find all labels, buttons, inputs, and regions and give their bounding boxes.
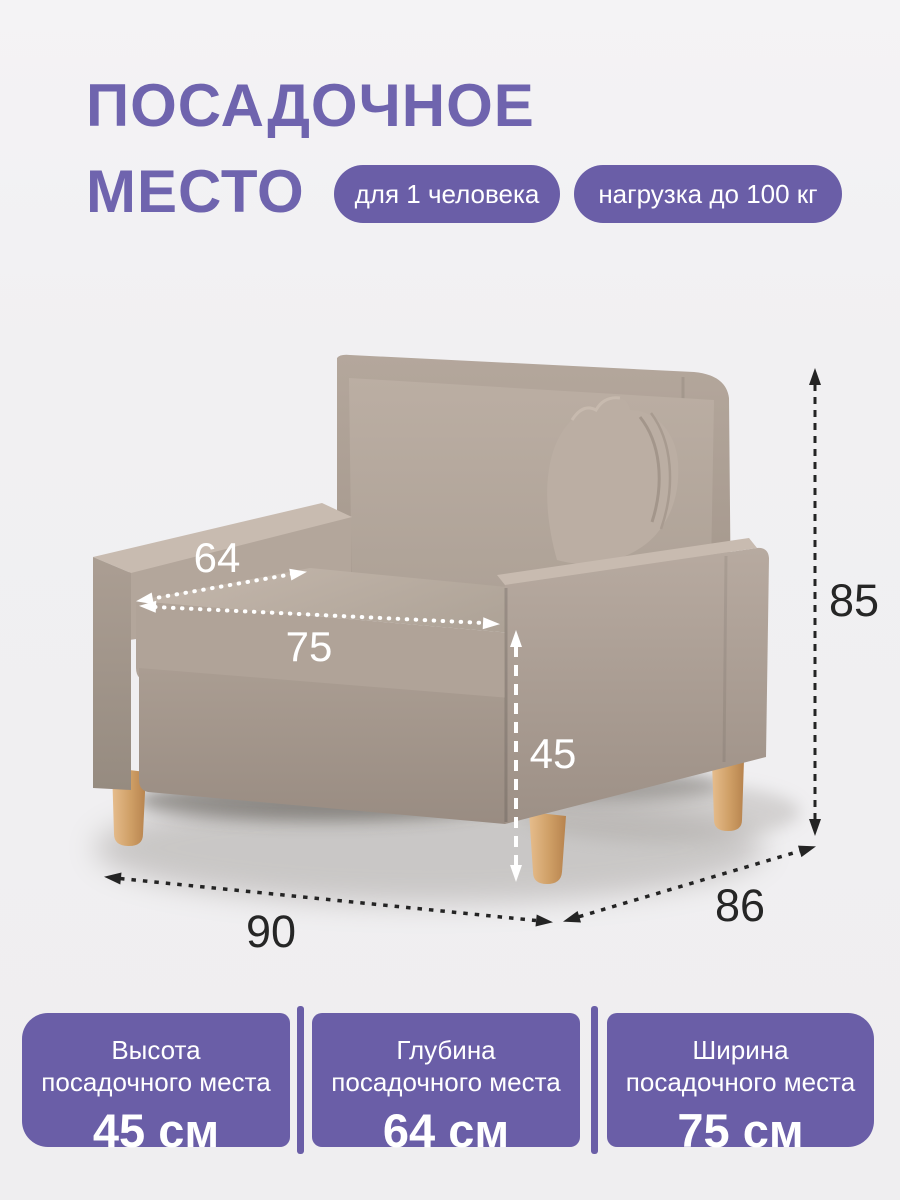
- dim-line-overall-width: [119, 876, 537, 923]
- dim-overall-height: 85: [809, 368, 879, 836]
- dim-overall-width: 90: [104, 872, 553, 957]
- badge-max-load: нагрузка до 100 кг: [574, 165, 842, 223]
- dim-overall-depth: 86: [563, 845, 816, 931]
- chair-leg-back-right: [712, 760, 744, 831]
- dim-label-overall-height: 85: [829, 575, 879, 626]
- spec-card-label: посадочного места: [625, 1067, 856, 1097]
- spec-card-seat-depth: Глубина посадочного места 64 см: [312, 1013, 580, 1157]
- badge-max-load-label: нагрузка до 100 кг: [598, 178, 818, 209]
- dim-label-seat-width: 75: [286, 623, 333, 670]
- spec-card-label: посадочного места: [331, 1067, 561, 1097]
- seat-base: [139, 668, 511, 824]
- dim-label-overall-width: 90: [246, 906, 296, 957]
- spec-card-seat-height: Высота посадочного места 45 см: [22, 1013, 290, 1157]
- chair-legs: [112, 760, 744, 884]
- dim-line-overall-depth: [578, 849, 801, 919]
- card-divider: [297, 1006, 304, 1154]
- badge-capacity: для 1 человека: [334, 165, 560, 223]
- page-title-line2: МЕСТО: [86, 158, 305, 225]
- spec-card-label: Глубина: [396, 1035, 496, 1065]
- spec-card-label: Ширина: [692, 1035, 789, 1065]
- pillow: [547, 396, 679, 564]
- dim-seat-depth: 64: [136, 534, 307, 605]
- spec-card-value: 75 см: [677, 1104, 804, 1157]
- spec-card-value: 45 см: [92, 1104, 220, 1157]
- spec-card-label: Высота: [111, 1035, 201, 1065]
- chair-leg-front-right: [529, 812, 566, 884]
- spec-card-label: посадочного места: [41, 1067, 271, 1097]
- badge-capacity-label: для 1 человека: [354, 178, 540, 209]
- page-title-line1: ПОСАДОЧНОЕ: [86, 72, 535, 139]
- dim-label-overall-depth: 86: [715, 880, 765, 931]
- card-divider: [591, 1006, 598, 1154]
- spec-card-seat-width: Ширина посадочного места 75 см: [607, 1013, 874, 1157]
- dim-label-seat-height: 45: [530, 730, 577, 777]
- right-armrest: [497, 538, 769, 824]
- dim-seat-width: 75: [139, 600, 500, 670]
- dim-line-seat-depth: [148, 572, 295, 601]
- armchair-illustration: [93, 354, 769, 824]
- dim-line-seat-width: [153, 605, 486, 625]
- dim-seat-height: 45: [510, 630, 576, 882]
- spec-card-value: 64 см: [382, 1104, 510, 1157]
- dim-label-seat-depth: 64: [194, 534, 241, 581]
